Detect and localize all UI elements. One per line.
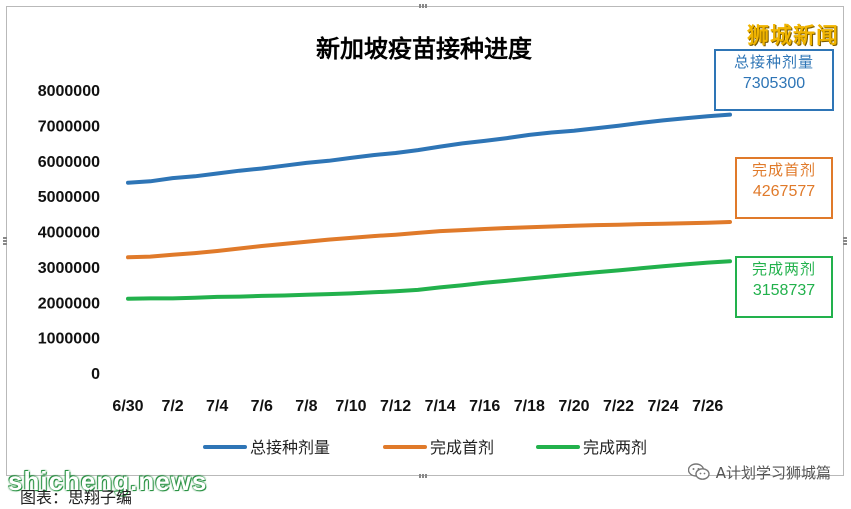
x-tick-label: 7/26 [692,398,723,415]
y-tick-label: 0 [91,366,100,383]
x-tick-label: 7/6 [251,398,273,415]
series-line [126,259,732,301]
x-tick-label: 7/10 [335,398,366,415]
x-tick-label: 7/24 [648,398,679,415]
x-tick-label: 6/30 [112,398,143,415]
x-tick-label: 7/8 [295,398,317,415]
y-axis-ticks: 8000000 7000000 6000000 5000000 4000000 30000… [38,83,100,383]
series-line [126,112,732,185]
x-tick-label: 7/2 [161,398,183,415]
end-label-value: 4267577 [752,183,816,200]
wechat-account: A计划学习狮城篇 [687,460,831,484]
end-label-two-doses: 完成两剂 3158737 [735,256,833,318]
y-tick-label: 3000000 [38,260,100,277]
y-tick-label: 7000000 [38,118,100,135]
x-tick-label: 7/20 [558,398,589,415]
x-tick-label: 7/12 [380,398,411,415]
y-tick-label: 6000000 [38,154,100,171]
end-label-name: 完成两剂 [751,260,816,278]
end-label-total-doses: 总接种剂量 7305300 [714,49,834,111]
y-tick-label: 4000000 [38,225,100,242]
end-label-first-dose: 完成首剂 4267577 [735,157,833,219]
wechat-account-name: A计划学习狮城篇 [715,463,831,482]
x-tick-label: 7/22 [603,398,634,415]
x-tick-label: 7/16 [469,398,500,415]
end-label-value: 3158737 [752,282,816,299]
series-lines [126,112,732,301]
resize-handle-bottom[interactable] [419,474,427,478]
legend-label: 总接种剂量 [250,438,330,457]
resize-handle-top[interactable] [419,4,427,8]
y-tick-label: 5000000 [38,189,100,206]
series-line [126,220,732,260]
source-note: 图表：思翔子编 [20,488,133,507]
legend-label: 完成两剂 [583,438,647,457]
legend: 总接种剂量 完成首剂 完成两剂 [203,438,647,457]
brand-logo-text: 狮城新闻 [746,24,839,49]
x-tick-label: 7/18 [514,398,545,415]
x-axis-ticks: 6/30 7/2 7/4 7/6 7/8 7/10 7/12 7/14 7/16 7/18 7/20… [112,398,723,415]
y-tick-label: 8000000 [38,83,100,100]
wechat-icon [687,463,710,480]
legend-label: 完成首剂 [430,438,494,457]
resize-handle-left[interactable] [3,237,7,245]
resize-handle-right[interactable] [843,237,847,245]
end-label-name: 完成首剂 [751,161,816,179]
y-tick-label: 1000000 [38,331,100,348]
chart-frame [3,4,847,478]
y-tick-label: 2000000 [38,295,100,312]
watermark-text: shicheng.news [8,466,208,496]
x-tick-label: 7/4 [206,398,228,415]
end-label-value: 7305300 [742,75,806,92]
chart-title: 新加坡疫苗接种进度 [316,35,533,63]
end-label-name: 总接种剂量 [733,53,814,71]
x-tick-label: 7/14 [425,398,456,415]
